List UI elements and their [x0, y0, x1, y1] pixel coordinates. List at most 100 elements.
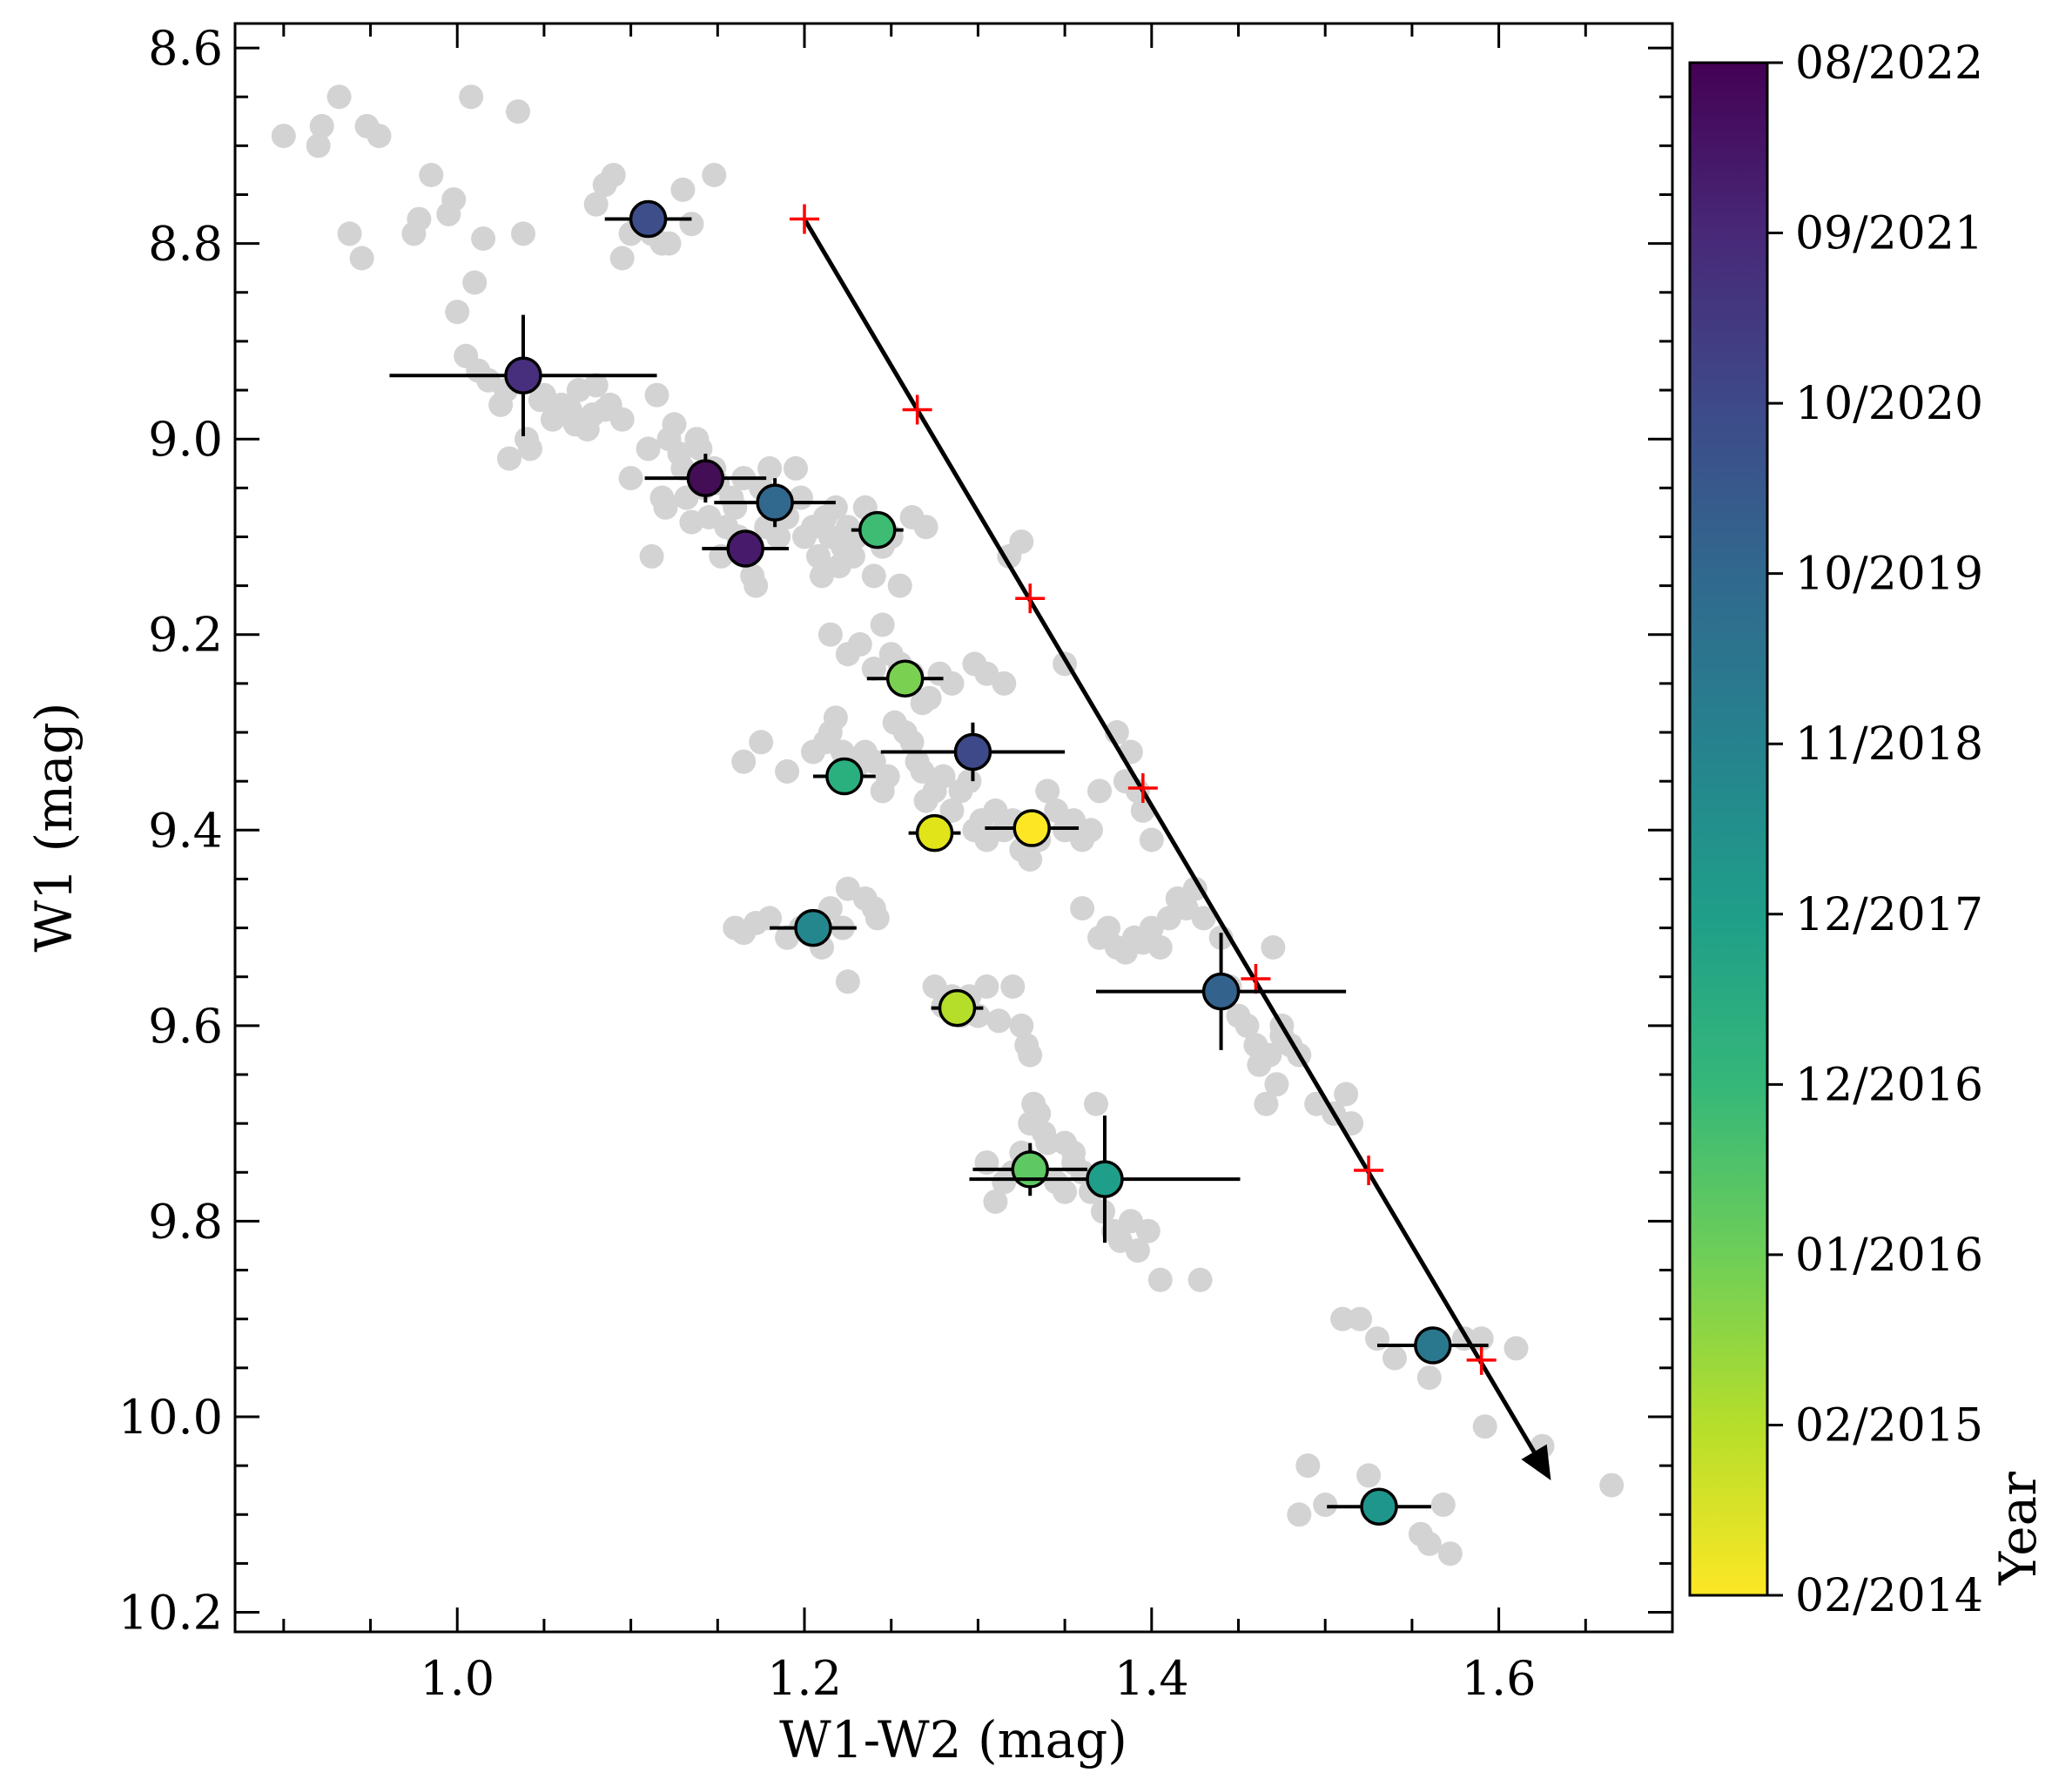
colorbar-ticks: 02/2014 02/2015 01/2016 12/2016 12/2017 11/20…	[1767, 37, 1983, 1622]
epoch-marker	[858, 510, 897, 549]
colorbar-tick-label: 01/2016	[1795, 1230, 1983, 1282]
background-point	[1139, 827, 1164, 853]
background-point	[1018, 847, 1043, 872]
colorbar-tick-label: 10/2019	[1795, 549, 1983, 601]
epoch-points	[389, 199, 1489, 1527]
background-point	[917, 685, 942, 711]
background-point	[974, 974, 999, 999]
background-point	[1053, 1130, 1078, 1156]
arrow-marker	[1466, 1345, 1497, 1375]
colorbar-tick-label: 02/2014	[1795, 1570, 1983, 1622]
background-point	[743, 573, 769, 598]
background-point	[775, 758, 800, 784]
arrow-marker	[790, 204, 820, 234]
background-point	[618, 466, 643, 491]
background-point	[309, 113, 334, 138]
epoch-point	[604, 199, 692, 239]
epoch-marker	[885, 659, 925, 698]
epoch-point	[714, 478, 836, 528]
background-point	[1018, 1042, 1043, 1068]
epoch-marker	[1360, 1487, 1398, 1527]
epoch-point	[1377, 1326, 1489, 1365]
background-point	[462, 270, 488, 295]
background-point	[870, 612, 895, 637]
epoch-point	[985, 809, 1080, 847]
epoch-point	[812, 757, 876, 796]
background-point	[1147, 935, 1173, 960]
background-point	[1313, 1493, 1338, 1517]
x-tick-label: 1.2	[767, 1651, 842, 1706]
background-point	[1035, 1130, 1060, 1156]
epoch-marker	[726, 529, 764, 568]
epoch-point	[866, 659, 944, 698]
background-point	[506, 99, 530, 125]
background-point	[1264, 1072, 1289, 1097]
y-tick-label: 9.2	[148, 608, 223, 663]
arrow-head	[1521, 1444, 1551, 1480]
background-point	[1147, 1267, 1173, 1292]
background-point	[835, 969, 860, 994]
epoch-marker	[953, 732, 992, 772]
background-point	[1079, 818, 1103, 843]
colorbar-fill	[1690, 63, 1767, 1595]
epoch-point	[770, 908, 857, 947]
background-point	[583, 192, 609, 217]
epoch-marker	[1414, 1326, 1452, 1365]
axis-ticks	[235, 24, 1674, 1632]
background-point	[326, 84, 352, 110]
background-point	[749, 730, 774, 755]
background-point	[419, 163, 444, 187]
background-point	[497, 446, 521, 471]
background-point	[1430, 1493, 1456, 1517]
background-point	[757, 906, 783, 931]
epoch-marker	[938, 988, 977, 1028]
y-tick-label: 8.8	[148, 217, 223, 272]
background-point	[1009, 1013, 1034, 1038]
background-point	[1084, 1091, 1108, 1116]
background-point	[609, 407, 635, 432]
background-point	[679, 212, 704, 237]
epoch-marker	[686, 459, 725, 497]
y-tick-label: 9.6	[148, 999, 223, 1054]
background-point	[899, 730, 925, 755]
y-axis-label: W1 (mag)	[24, 703, 84, 953]
epoch-point	[931, 988, 984, 1028]
y-tick-label: 8.6	[148, 21, 223, 76]
background-point	[1416, 1531, 1442, 1556]
x-tick-label: 1.0	[420, 1651, 494, 1706]
plot-frame	[233, 22, 1674, 1634]
arrow-marker	[1241, 963, 1271, 994]
background-point	[1257, 1042, 1282, 1068]
extinction-arrow	[802, 218, 1551, 1480]
background-point	[1504, 1336, 1529, 1361]
background-points	[271, 84, 1625, 1567]
epoch-point	[644, 454, 767, 503]
epoch-point	[880, 722, 1066, 782]
background-point	[511, 221, 535, 246]
epoch-point	[389, 314, 657, 436]
background-point	[471, 226, 496, 251]
background-point	[1254, 1091, 1279, 1116]
background-point	[1070, 896, 1095, 921]
background-point	[1330, 1306, 1356, 1331]
background-point	[1053, 1179, 1078, 1204]
background-point	[688, 436, 713, 462]
background-point	[1187, 1267, 1213, 1292]
background-point	[644, 382, 669, 408]
arrow-markers	[790, 204, 1497, 1375]
y-tick-label: 10.2	[118, 1586, 223, 1641]
background-point	[518, 436, 542, 462]
colorbar: 02/2014 02/2015 01/2016 12/2016 12/2017 11/20…	[1688, 37, 2048, 1622]
background-point	[367, 124, 392, 149]
background-point	[887, 573, 912, 598]
background-point	[784, 455, 808, 481]
epoch-marker	[1086, 1160, 1124, 1198]
background-point	[1135, 1218, 1160, 1243]
arrow-shaft	[802, 218, 1537, 1453]
arrow-marker	[1015, 583, 1046, 614]
background-point	[931, 764, 956, 789]
background-point	[1000, 974, 1026, 999]
background-point	[271, 124, 296, 149]
background-point	[1287, 1502, 1312, 1527]
